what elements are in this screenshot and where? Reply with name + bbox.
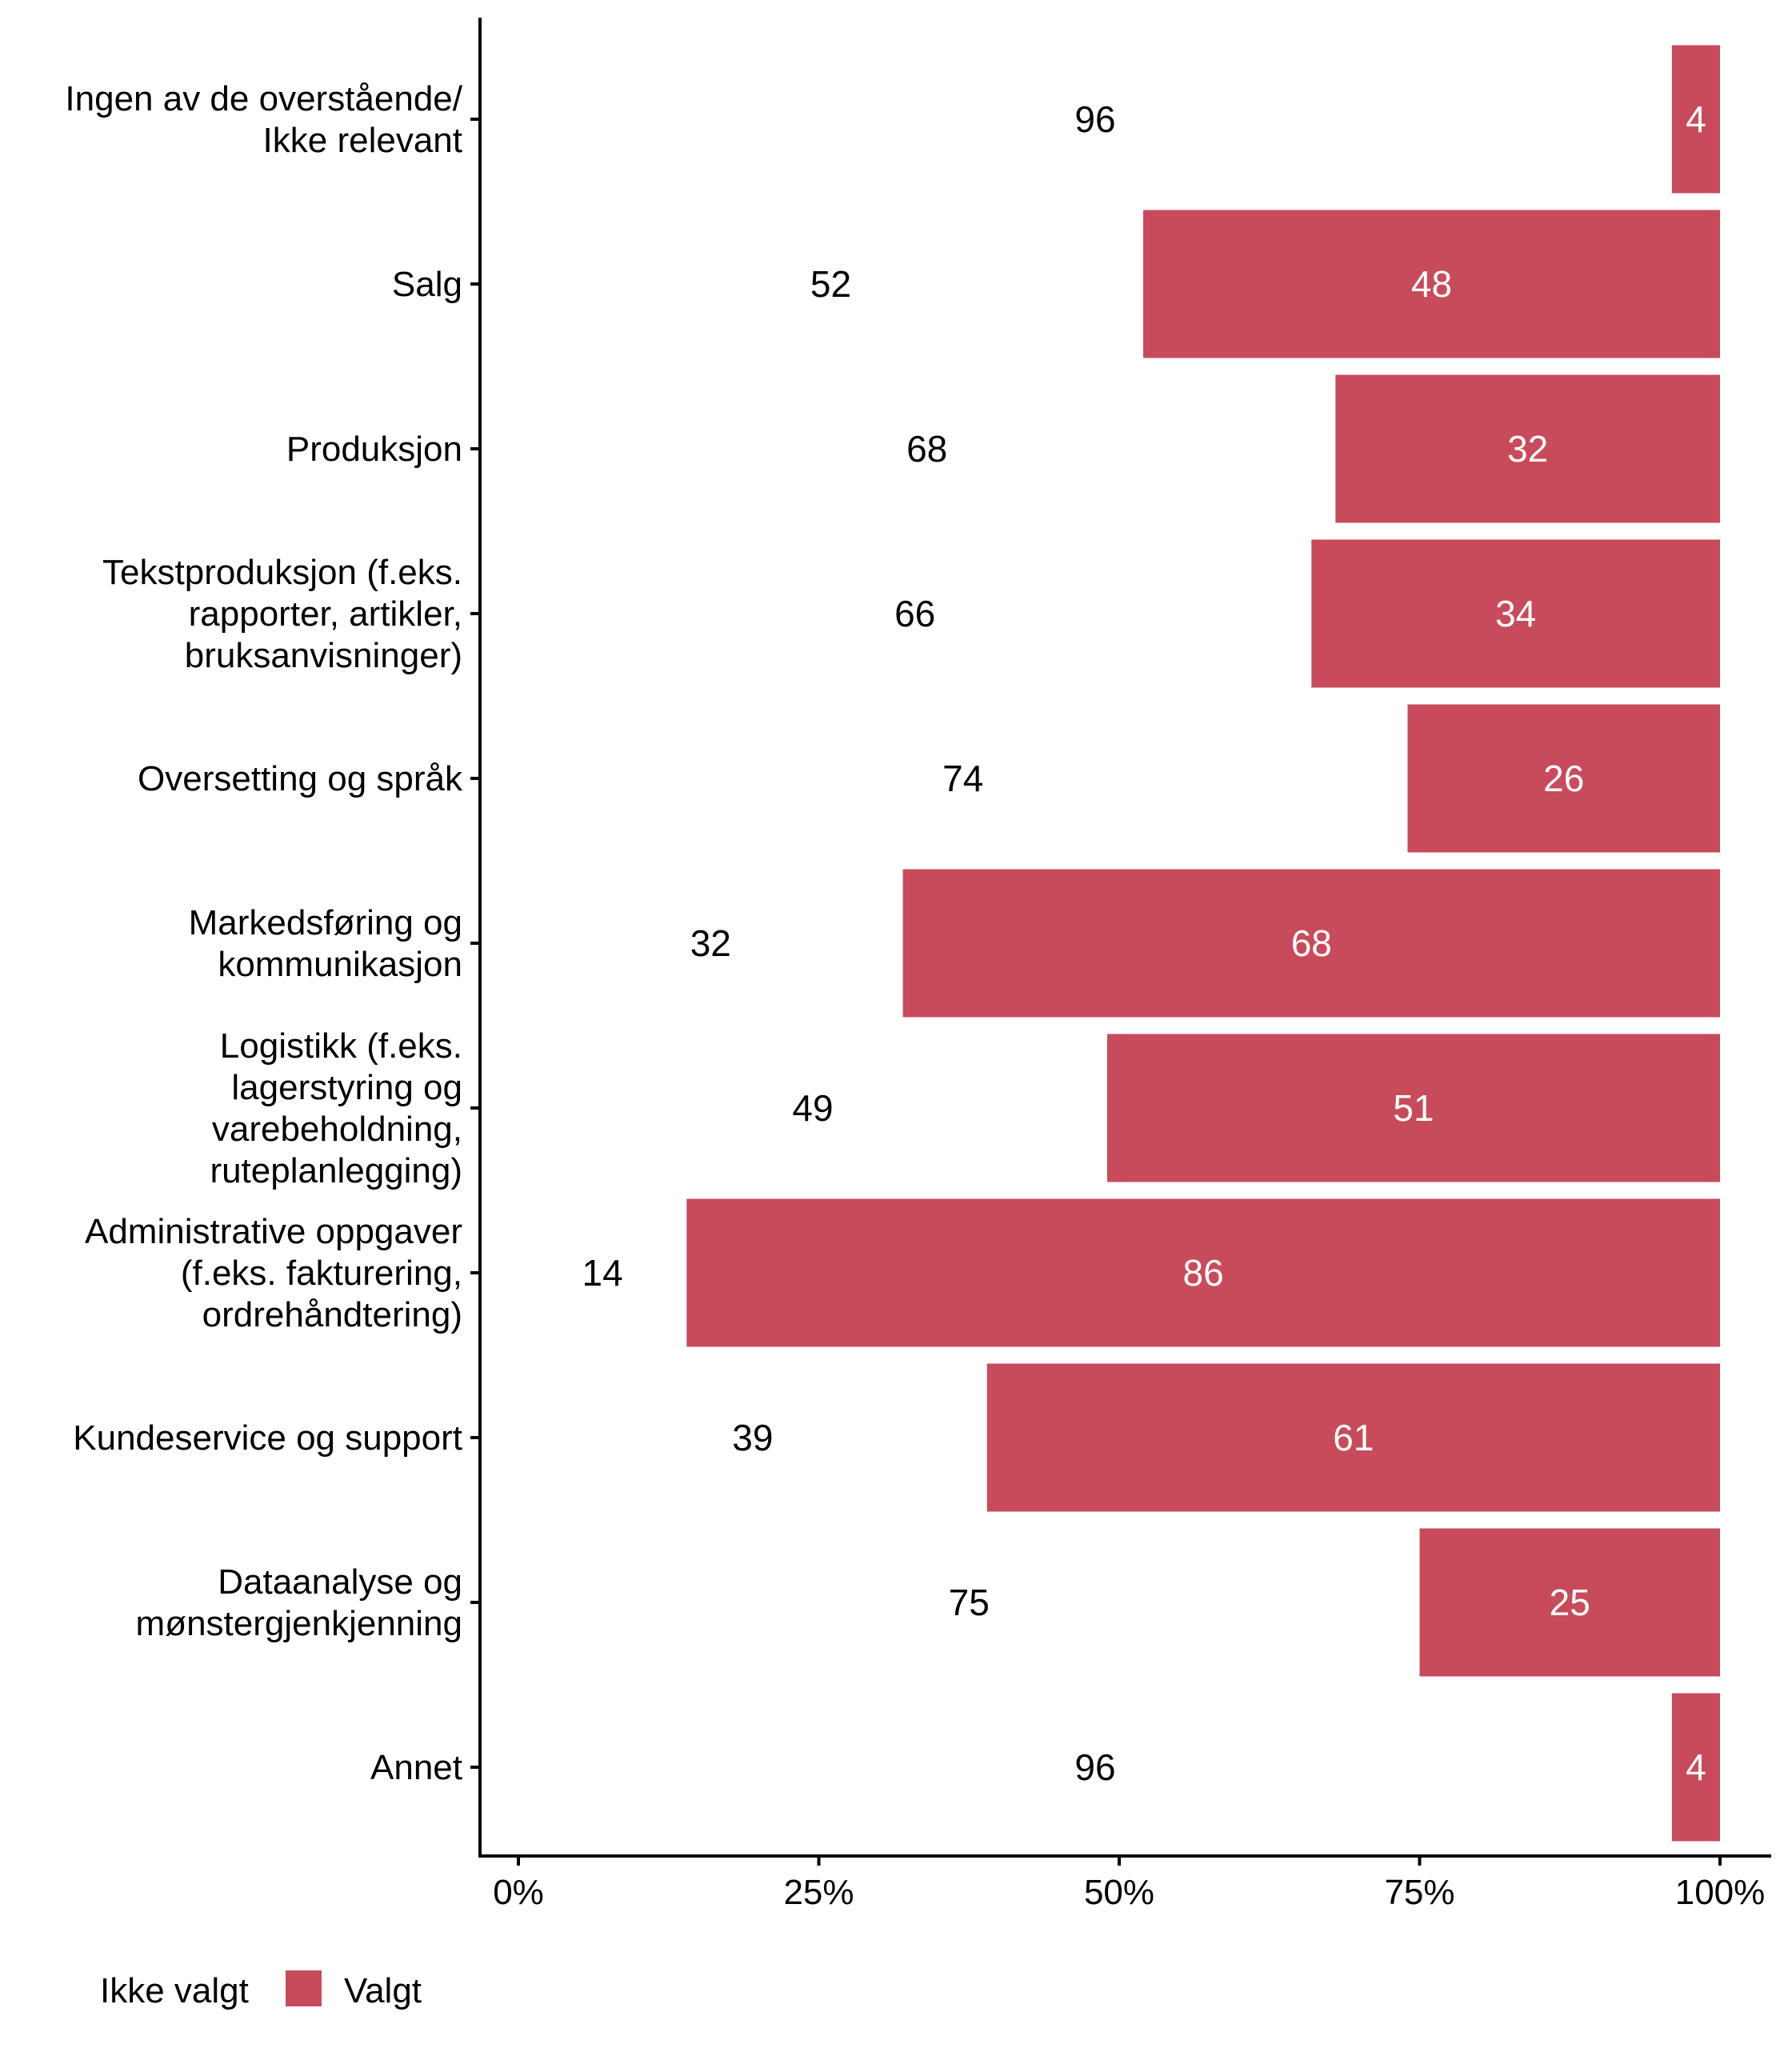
category-label: Administrative oppgaver (f.eks. faktureri… xyxy=(85,1212,462,1334)
value-label: 4 xyxy=(1686,1746,1706,1788)
value-label: 14 xyxy=(582,1252,623,1294)
value-label: 4 xyxy=(1686,98,1706,140)
category-label: Dataanalyse og mønstergjenkjenning xyxy=(136,1562,462,1643)
bar-valgt xyxy=(1419,1528,1720,1677)
value-label: 74 xyxy=(942,758,983,799)
value-label: 96 xyxy=(1074,98,1115,140)
value-label: 52 xyxy=(810,263,851,305)
category-label: Oversetting og språk xyxy=(138,759,463,798)
value-label: 75 xyxy=(949,1582,990,1623)
bar-valgt xyxy=(902,869,1720,1018)
bar-valgt xyxy=(1106,1034,1720,1182)
x-axis: 0% 25% 50% 75% 100% xyxy=(478,1854,1771,1912)
value-label: 61 xyxy=(1333,1417,1374,1458)
category-label: Markedsføring og kommunikasjon xyxy=(189,903,462,984)
value-label: 68 xyxy=(906,428,947,470)
bars-layer xyxy=(686,45,1720,1842)
value-label: 48 xyxy=(1411,263,1452,305)
legend-swatch xyxy=(286,1970,322,2006)
value-label: 34 xyxy=(1495,593,1536,634)
value-label: 68 xyxy=(1291,922,1332,964)
category-label: Produksjon xyxy=(286,430,462,469)
x-tick-label: 100% xyxy=(1675,1873,1766,1912)
value-label: 39 xyxy=(732,1417,773,1458)
value-label: 32 xyxy=(1507,428,1548,470)
value-label: 51 xyxy=(1393,1087,1434,1129)
y-axis: Ingen av de overstående/Ikke relevant Sal… xyxy=(65,18,482,1858)
bar-valgt xyxy=(1671,1693,1720,1842)
value-label: 96 xyxy=(1074,1746,1115,1788)
x-tick-label: 25% xyxy=(783,1873,854,1912)
legend-label: Ikke valgt xyxy=(100,1971,249,2010)
x-tick-label: 75% xyxy=(1384,1873,1454,1912)
category-label: Ingen av de overstående/Ikke relevant xyxy=(65,79,462,160)
bar-valgt xyxy=(1407,704,1720,853)
category-label: Logistikk (f.eks. lagerstyring og varebeho… xyxy=(210,1026,462,1190)
value-label: 66 xyxy=(894,593,935,634)
bar-valgt xyxy=(1335,374,1720,523)
x-tick-label: 0% xyxy=(493,1873,544,1912)
bar-valgt xyxy=(1311,539,1720,688)
x-tick-label: 50% xyxy=(1084,1873,1154,1912)
value-label: 86 xyxy=(1183,1252,1224,1294)
legend-label: Valgt xyxy=(344,1971,422,2010)
bar-valgt xyxy=(686,1198,1720,1347)
value-label: 49 xyxy=(792,1087,833,1129)
value-label: 26 xyxy=(1543,758,1584,799)
value-label: 25 xyxy=(1550,1582,1590,1623)
bar-valgt xyxy=(1671,45,1720,194)
category-label: Annet xyxy=(370,1748,462,1787)
category-label: Kundeservice og support xyxy=(73,1418,462,1458)
category-label: Tekstproduksjon (f.eks. rapporter, artikl… xyxy=(102,553,462,675)
value-label: 32 xyxy=(690,922,731,964)
bar-valgt xyxy=(1143,210,1720,358)
bar-valgt xyxy=(986,1363,1720,1512)
value-labels-layer: 96 4 52 48 68 32 66 34 74 26 32 68 49 51 14 86 39 61 75 25 9… xyxy=(582,98,1706,1788)
category-label: Salg xyxy=(392,265,462,304)
legend: Ikke valgt Valgt xyxy=(100,1970,422,2010)
